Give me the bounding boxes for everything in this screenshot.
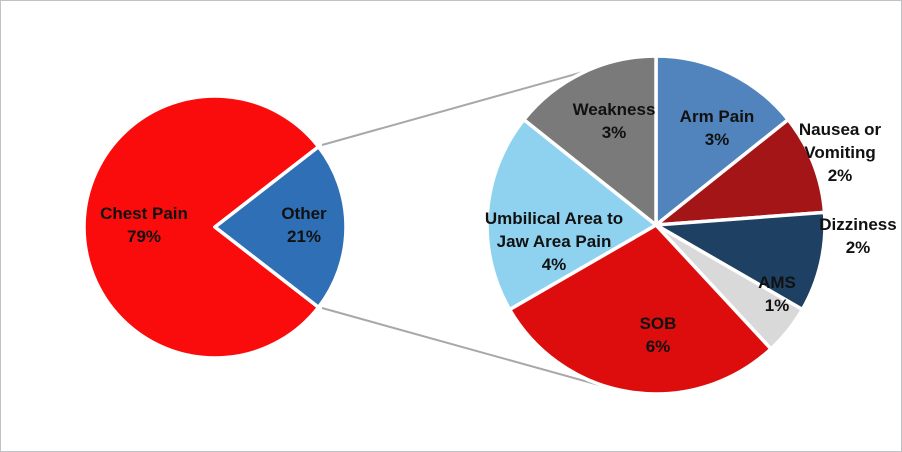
- connector-line-2: [321, 307, 600, 386]
- secondary-label-nausea-or-vomiting: Nausea or Vomiting 2%: [799, 120, 882, 185]
- primary-slice-other[interactable]: [213, 144, 348, 310]
- primary-label-chest-pain: Chest Pain 79%: [100, 204, 188, 246]
- secondary-slice-umbilical-area-to-jaw-area-pain[interactable]: [485, 117, 658, 312]
- secondary-label-umbilical-area-to-jaw-area-pain: Umbilical Area to Jaw Area Pain 4%: [485, 209, 623, 274]
- secondary-slice-arm-pain[interactable]: [654, 54, 790, 227]
- secondary-slice-weakness[interactable]: [522, 54, 658, 227]
- secondary-slice-sob[interactable]: [507, 223, 773, 396]
- primary-slice-chest-pain[interactable]: [82, 94, 321, 360]
- secondary-slice-dizziness[interactable]: [654, 210, 827, 312]
- secondary-label-dizziness: Dizziness 2%: [819, 215, 896, 257]
- secondary-label-weakness: Weakness 3%: [573, 100, 656, 142]
- secondary-label-ams: AMS 1%: [758, 273, 796, 315]
- secondary-label-sob: SOB 6%: [640, 314, 677, 356]
- secondary-slice-nausea-or-vomiting[interactable]: [654, 117, 827, 227]
- secondary-label-arm-pain: Arm Pain 3%: [680, 107, 755, 149]
- connector-line-1: [321, 66, 602, 146]
- primary-label-other: Other 21%: [281, 204, 327, 246]
